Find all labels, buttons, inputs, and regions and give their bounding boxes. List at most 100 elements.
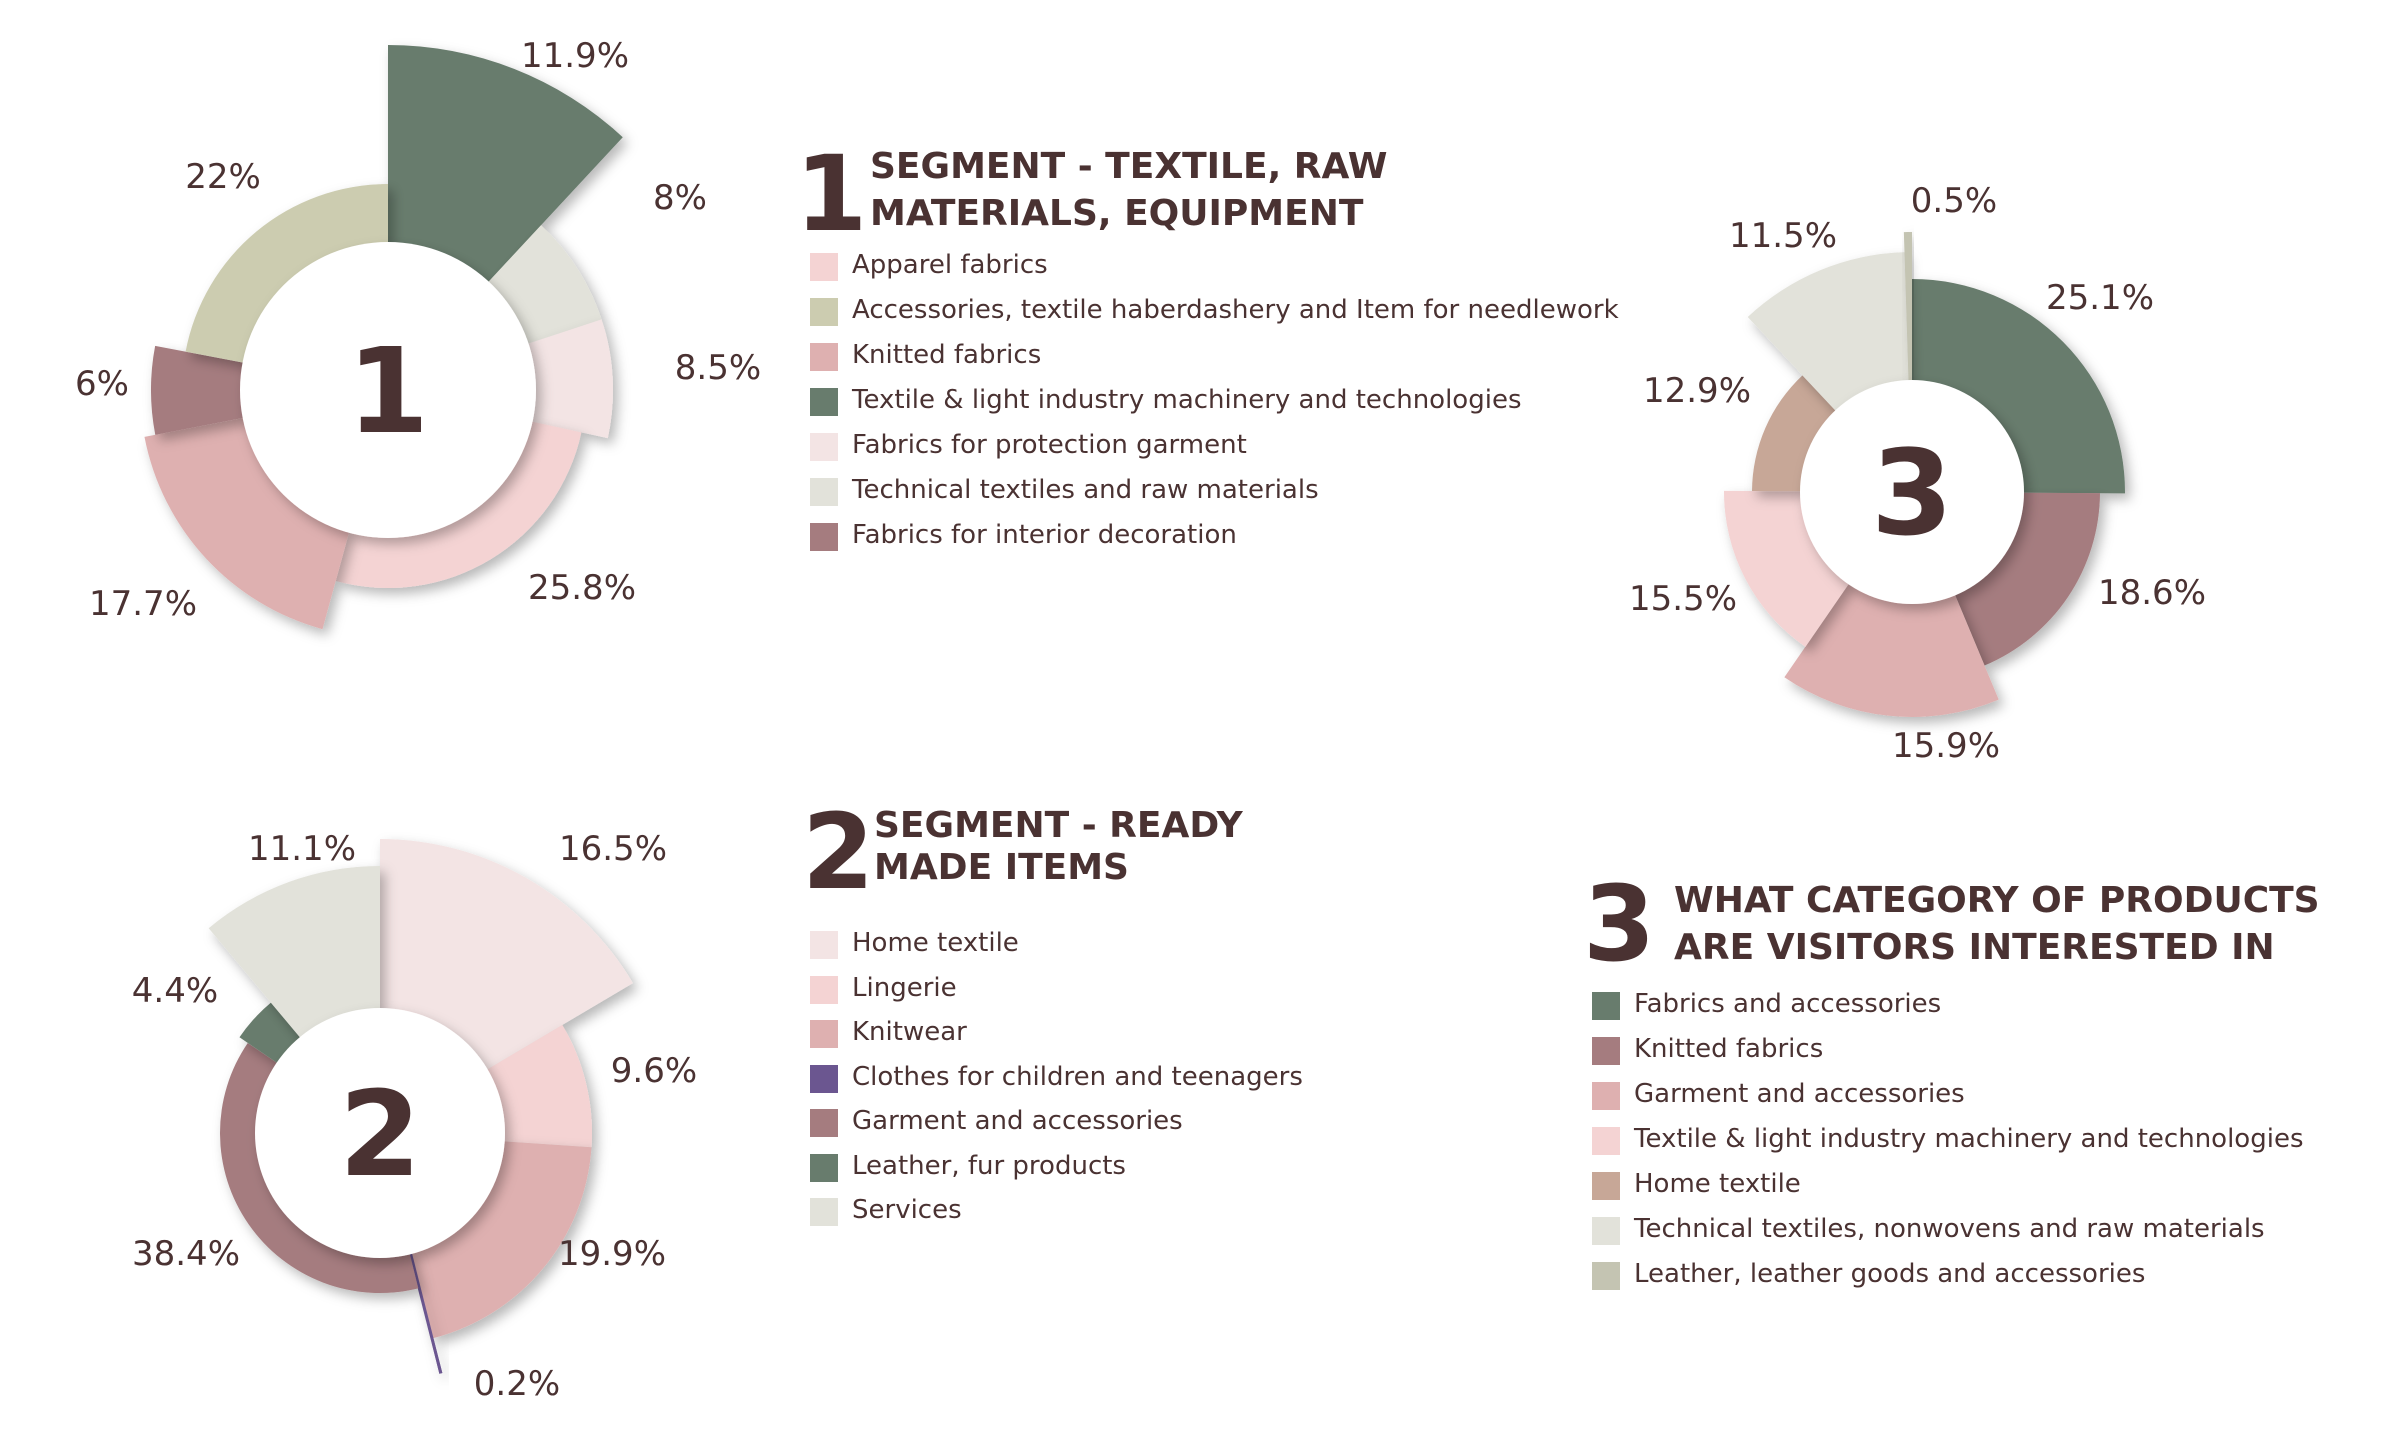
- donut-hole: [255, 1008, 505, 1258]
- legend-3-number: 3: [1583, 863, 1656, 985]
- legend-label: Knitted fabrics: [852, 340, 1042, 370]
- legend-swatch: [810, 523, 838, 551]
- legend-3-item: Textile & light industry machinery and t…: [1592, 1117, 2304, 1162]
- legend-3-title: WHAT CATEGORY OF PRODUCTS ARE VISITORS I…: [1674, 877, 2320, 971]
- legend-swatch: [810, 1064, 838, 1093]
- pie-slice: [388, 45, 623, 284]
- legend-swatch: [810, 253, 838, 281]
- legend-1-item: Fabrics for protection garment: [810, 423, 1619, 468]
- legend-swatch: [1592, 1172, 1620, 1200]
- legend-label: Accessories, textile haberdashery and It…: [852, 295, 1619, 325]
- legend-1-item: Technical textiles and raw materials: [810, 468, 1619, 513]
- legend-label: Textile & light industry machinery and t…: [1634, 1124, 2304, 1154]
- legend-1-item: Fabrics for interior decoration: [810, 513, 1619, 558]
- pie-slice: [335, 421, 582, 588]
- legend-2-item: Knitwear: [810, 1010, 1303, 1055]
- legend-swatch: [1592, 1082, 1620, 1110]
- legend-3-item: Knitted fabrics: [1592, 1027, 2304, 1072]
- legend-3-item: Fabrics and accessories: [1592, 982, 2304, 1027]
- legend-1-item: Apparel fabrics: [810, 243, 1619, 288]
- pie-slice: [144, 417, 350, 630]
- pie-slice: [485, 1024, 592, 1148]
- legend-2-number: 2: [802, 791, 875, 913]
- legend-label: Apparel fabrics: [852, 250, 1048, 280]
- legend-label: Technical textiles, nonwovens and raw ma…: [1634, 1214, 2265, 1244]
- legend-swatch: [810, 343, 838, 371]
- data-label: 9.6%: [611, 1051, 697, 1091]
- data-label: 18.6%: [2098, 573, 2206, 613]
- legend-swatch: [1592, 1217, 1620, 1245]
- donut-hole: [240, 242, 536, 538]
- data-label: 11.1%: [248, 829, 356, 869]
- data-label: 19.9%: [558, 1234, 666, 1274]
- legend-swatch: [810, 1109, 838, 1137]
- legend-label: Leather, leather goods and accessories: [1634, 1259, 2146, 1289]
- pie-slice: [208, 866, 380, 1039]
- legend-swatch: [810, 1198, 838, 1226]
- pie-slice: [1784, 582, 1999, 718]
- legend-label: Home textile: [1634, 1169, 1801, 1199]
- legend-swatch: [810, 433, 838, 461]
- legend-1-title: SEGMENT - TEXTILE, RAW MATERIALS, EQUIPM…: [870, 143, 1387, 237]
- pie-slice: [526, 319, 613, 439]
- legend-2-title-line-1: SEGMENT - READY: [874, 805, 1243, 846]
- legend-1-list: Apparel fabrics Accessories, textile habe…: [810, 243, 1619, 558]
- legend-1-item: Accessories, textile haberdashery and It…: [810, 288, 1619, 333]
- data-label: 22%: [185, 157, 261, 197]
- donut-chart-3: 3 25.1% 18.6% 15.9% 15.5% 12.9% 11.5% 0.5%: [1629, 181, 2206, 766]
- legend-label: Knitted fabrics: [1634, 1034, 1824, 1064]
- slice-leader-line: [409, 1253, 443, 1374]
- pie-slice: [1752, 375, 1837, 492]
- legend-label: Leather, fur products: [852, 1150, 1126, 1181]
- legend-swatch: [810, 975, 838, 1004]
- center-number: 1: [347, 322, 429, 460]
- legend-3-title-line-1: WHAT CATEGORY OF PRODUCTS: [1674, 880, 2320, 921]
- legend-swatch: [1592, 1127, 1620, 1155]
- legend-swatch: [1592, 1262, 1620, 1290]
- center-number: 3: [1871, 424, 1953, 562]
- legend-2-item: Clothes for children and teenagers: [810, 1055, 1303, 1100]
- legend-3-list: Fabrics and accessories Knitted fabrics Ga…: [1592, 982, 2304, 1297]
- legend-2-item: Services: [810, 1188, 1303, 1233]
- legend-label: Knitwear: [852, 1017, 967, 1047]
- data-label: 0.2%: [474, 1364, 560, 1404]
- legend-label: Home textile: [852, 928, 1019, 958]
- pie-slice: [1912, 279, 2125, 494]
- legend-swatch: [1592, 992, 1620, 1020]
- legend-label: Services: [852, 1195, 962, 1225]
- slice-leader-line: [1906, 232, 1912, 381]
- legend-2-item: Lingerie: [810, 966, 1303, 1011]
- legend-swatch: [810, 931, 838, 959]
- legend-swatch: [810, 1153, 838, 1182]
- pie-slice: [1747, 252, 1909, 412]
- legend-3-title-line-2: ARE VISITORS INTERESTED IN: [1674, 927, 2275, 968]
- legend-label: Garment and accessories: [852, 1106, 1183, 1136]
- legend-3-item: Garment and accessories: [1592, 1072, 2304, 1117]
- data-label: 8.5%: [675, 348, 761, 388]
- legend-2-list: Home textile Lingerie Knitwear Clothes for …: [810, 921, 1303, 1233]
- legend-3-item: Home textile: [1592, 1162, 2304, 1207]
- legend-2-item: Home textile: [810, 921, 1303, 966]
- legend-swatch: [810, 298, 838, 326]
- legend-1-title-line-2: MATERIALS, EQUIPMENT: [870, 193, 1364, 234]
- legend-label: Fabrics and accessories: [1634, 989, 1942, 1019]
- pie-slice: [410, 1141, 592, 1339]
- pie-slice: [380, 839, 633, 1071]
- legend-1-item: Textile & light industry machinery and t…: [810, 378, 1619, 423]
- legend-swatch: [810, 388, 838, 416]
- legend-1-item: Knitted fabrics: [810, 333, 1619, 378]
- data-label: 6%: [75, 364, 129, 404]
- donut-chart-2: 2 16.5% 9.6% 19.9% 0.2% 38.4% 4.4% 11.1%: [132, 829, 697, 1404]
- pie-slice: [487, 225, 602, 345]
- legend-2-item: Garment and accessories: [810, 1099, 1303, 1144]
- data-label: 15.9%: [1892, 726, 2000, 766]
- pie-slice: [185, 184, 388, 363]
- pie-slice: [151, 345, 245, 435]
- legend-label: Fabrics for protection garment: [852, 430, 1247, 460]
- data-label: 11.9%: [521, 36, 629, 76]
- legend-2-title-line-2: MADE ITEMS: [874, 847, 1129, 888]
- data-label: 17.7%: [89, 584, 197, 624]
- legend-1-title-line-1: SEGMENT - TEXTILE, RAW: [870, 146, 1388, 187]
- donut-chart-1: 1 11.9% 8% 8.5% 25.8% 17.7% 6% 22%: [75, 36, 761, 630]
- legend-label: Clothes for children and teenagers: [852, 1061, 1303, 1092]
